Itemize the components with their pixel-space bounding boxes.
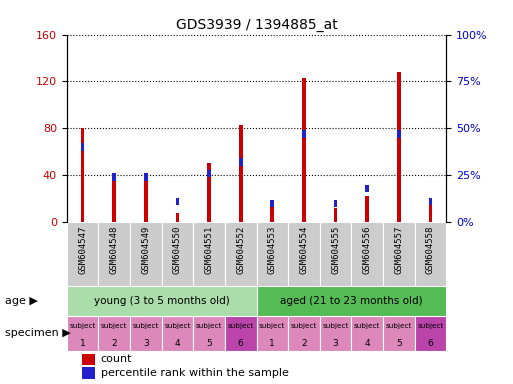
Bar [239,158,243,166]
Bar [256,316,288,351]
Text: young (3 to 5 months old): young (3 to 5 months old) [94,296,229,306]
Bar [397,130,401,138]
Text: 1: 1 [80,339,85,348]
Text: subject: subject [69,323,96,329]
Bar [302,78,306,222]
Bar [193,222,225,286]
Bar [288,222,320,286]
Text: GSM604554: GSM604554 [300,225,308,274]
Bar [320,222,351,286]
Bar [81,128,85,222]
Text: age ▶: age ▶ [5,296,38,306]
Bar [333,208,338,222]
Text: percentile rank within the sample: percentile rank within the sample [101,368,289,378]
Text: 2: 2 [111,339,117,348]
Bar [415,222,446,286]
Bar [81,143,85,151]
Bar [383,222,415,286]
Text: subject: subject [322,323,349,329]
Bar [67,222,98,286]
Text: 5: 5 [396,339,402,348]
Bar [225,222,256,286]
Text: subject: subject [417,323,444,329]
Bar [270,200,274,207]
Text: GSM604556: GSM604556 [363,225,372,274]
Text: GSM604550: GSM604550 [173,225,182,274]
Bar [98,222,130,286]
Bar [383,316,415,351]
Bar [351,316,383,351]
Text: 6: 6 [238,339,244,348]
Bar [67,316,98,351]
Bar [130,222,162,286]
Bar [207,170,211,177]
Text: subject: subject [354,323,381,329]
Bar [207,164,211,222]
Text: aged (21 to 23 months old): aged (21 to 23 months old) [280,296,423,306]
Bar [256,286,446,316]
Text: GSM604552: GSM604552 [236,225,245,274]
Text: 3: 3 [143,339,149,348]
Text: subject: subject [259,323,286,329]
Text: GSM604555: GSM604555 [331,225,340,274]
Text: GSM604548: GSM604548 [110,225,119,274]
Bar [82,354,95,365]
Text: count: count [101,354,132,364]
Text: subject: subject [386,323,412,329]
Bar [144,173,148,181]
Text: 2: 2 [301,339,307,348]
Text: subject: subject [227,323,254,329]
Text: subject: subject [164,323,191,329]
Bar [428,198,432,205]
Text: GSM604557: GSM604557 [394,225,403,274]
Text: GSM604549: GSM604549 [141,225,150,274]
Text: 6: 6 [428,339,433,348]
Text: 4: 4 [364,339,370,348]
Text: 5: 5 [206,339,212,348]
Bar [162,222,193,286]
Bar [365,185,369,192]
Bar [162,316,193,351]
Text: specimen ▶: specimen ▶ [5,328,71,338]
Bar [288,316,320,351]
Text: 1: 1 [269,339,275,348]
Bar [98,316,130,351]
Bar [415,316,446,351]
Bar [225,316,256,351]
Text: GSM604558: GSM604558 [426,225,435,274]
Bar [270,207,274,222]
Bar [67,286,256,316]
Bar [112,173,116,181]
Bar [130,316,162,351]
Bar [333,200,338,207]
Bar [82,367,95,379]
Bar [239,125,243,222]
Text: subject: subject [101,323,127,329]
Bar [397,72,401,222]
Text: 4: 4 [174,339,180,348]
Bar [175,198,180,205]
Bar [320,316,351,351]
Text: GSM604553: GSM604553 [268,225,277,274]
Bar [112,181,116,222]
Text: GSM604551: GSM604551 [205,225,213,274]
Title: GDS3939 / 1394885_at: GDS3939 / 1394885_at [175,18,338,32]
Bar [193,316,225,351]
Bar [144,180,148,222]
Text: subject: subject [196,323,222,329]
Bar [365,196,369,222]
Bar [175,213,180,222]
Bar [256,222,288,286]
Bar [428,201,432,222]
Text: GSM604547: GSM604547 [78,225,87,274]
Bar [351,222,383,286]
Text: 3: 3 [333,339,339,348]
Text: subject: subject [132,323,159,329]
Text: subject: subject [291,323,317,329]
Bar [302,130,306,138]
